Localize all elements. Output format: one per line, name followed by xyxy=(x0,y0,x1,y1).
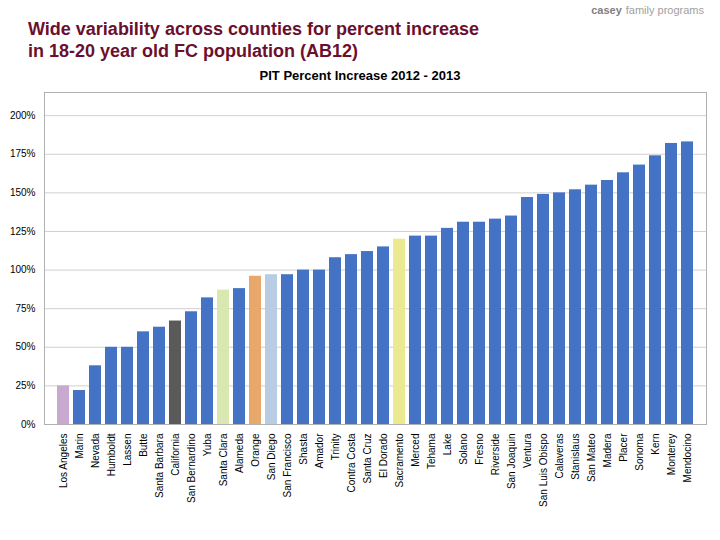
svg-text:Monterey: Monterey xyxy=(666,434,677,476)
svg-text:175%: 175% xyxy=(10,148,36,159)
svg-text:Madera: Madera xyxy=(602,433,613,467)
svg-text:125%: 125% xyxy=(10,226,36,237)
svg-text:50%: 50% xyxy=(15,341,35,352)
svg-text:Stanislaus: Stanislaus xyxy=(570,434,581,480)
svg-text:San Joaquin: San Joaquin xyxy=(506,434,517,490)
svg-text:Merced: Merced xyxy=(410,434,421,467)
svg-text:Riverside: Riverside xyxy=(490,433,501,475)
html-text:in 18-20 year old FC populatio: in 18-20 year old FC population (AB12) xyxy=(28,41,358,61)
svg-text:200%: 200% xyxy=(10,110,36,121)
html-text:casey family programs: casey family programs xyxy=(591,4,704,16)
svg-text:Butte: Butte xyxy=(138,433,149,457)
svg-text:Contra Costa: Contra Costa xyxy=(346,433,357,492)
svg-text:Fresno: Fresno xyxy=(474,433,485,465)
svg-text:California: California xyxy=(170,433,181,476)
svg-text:Yuba: Yuba xyxy=(202,433,213,456)
svg-text:Ventura: Ventura xyxy=(522,433,533,468)
svg-text:Amador: Amador xyxy=(314,433,325,469)
svg-text:Lake: Lake xyxy=(442,433,453,455)
svg-text:Orange: Orange xyxy=(250,433,261,467)
svg-text:Shasta: Shasta xyxy=(298,433,309,465)
svg-text:Santa Clara: Santa Clara xyxy=(218,433,229,486)
svg-text:100%: 100% xyxy=(10,264,36,275)
svg-text:Alameda: Alameda xyxy=(234,433,245,473)
svg-text:Sonoma: Sonoma xyxy=(634,433,645,471)
svg-text:Tehama: Tehama xyxy=(426,433,437,469)
svg-text:Santa Cruz: Santa Cruz xyxy=(362,434,373,484)
svg-text:Calaveras: Calaveras xyxy=(554,434,565,479)
svg-text:25%: 25% xyxy=(15,380,35,391)
svg-text:75%: 75% xyxy=(15,303,35,314)
svg-text:Mendocino: Mendocino xyxy=(682,433,693,482)
svg-text:Placer: Placer xyxy=(618,433,629,462)
svg-text:150%: 150% xyxy=(10,187,36,198)
svg-text:Marin: Marin xyxy=(74,434,85,459)
svg-text:Nevada: Nevada xyxy=(90,433,101,468)
svg-text:Solano: Solano xyxy=(458,433,469,465)
svg-text:San Francisco: San Francisco xyxy=(282,433,293,497)
svg-text:El Dorado: El Dorado xyxy=(378,433,389,478)
svg-text:Kern: Kern xyxy=(650,434,661,455)
svg-text:Los Angeles: Los Angeles xyxy=(58,434,69,489)
svg-text:Humboldt: Humboldt xyxy=(106,433,117,476)
svg-text:San Mateo: San Mateo xyxy=(586,433,597,482)
svg-text:San Luis Obispo: San Luis Obispo xyxy=(538,433,549,507)
svg-text:Sacramento: Sacramento xyxy=(394,433,405,487)
svg-text:Trinity: Trinity xyxy=(330,434,341,461)
svg-text:Lassen: Lassen xyxy=(122,434,133,466)
svg-text:0%: 0% xyxy=(21,419,36,430)
svg-text:San Diego: San Diego xyxy=(266,433,277,480)
svg-text:San Bernardino: San Bernardino xyxy=(186,433,197,503)
svg-text:Santa Barbara: Santa Barbara xyxy=(154,433,165,498)
html-text:PIT Percent Increase 2012 - 20: PIT Percent Increase 2012 - 2013 xyxy=(259,68,461,83)
html-text:Wide variability across counti: Wide variability across counties for per… xyxy=(28,19,479,39)
